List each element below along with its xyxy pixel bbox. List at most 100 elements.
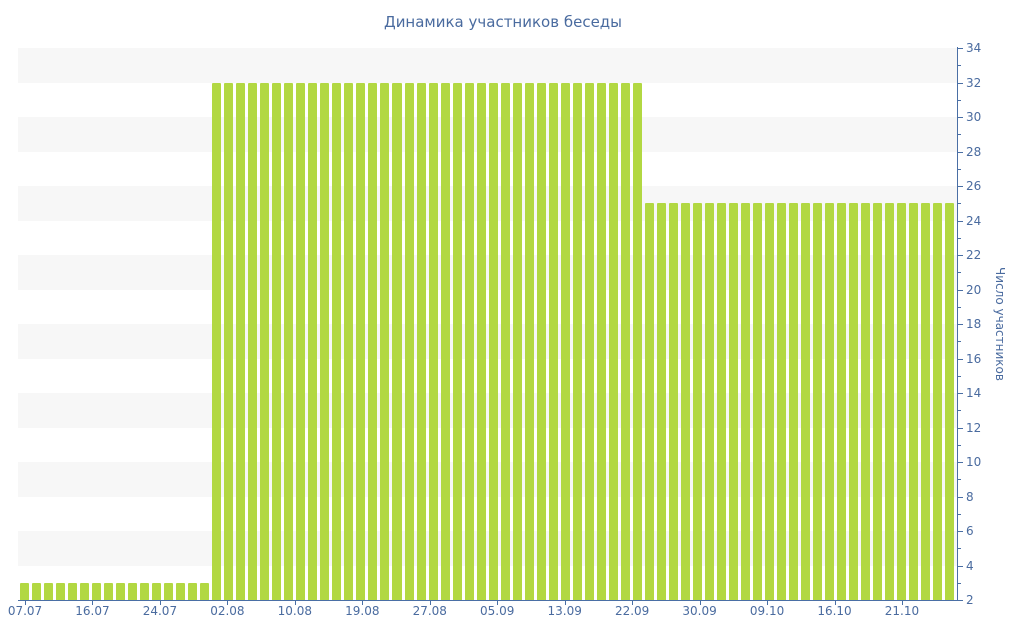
bar[interactable] — [464, 82, 474, 600]
x-tick — [362, 601, 364, 605]
bar[interactable] — [128, 582, 138, 600]
bar[interactable] — [885, 203, 895, 600]
bar[interactable] — [861, 203, 871, 600]
bar[interactable] — [272, 82, 282, 600]
bar[interactable] — [116, 582, 126, 600]
bar[interactable] — [20, 582, 30, 600]
bar[interactable] — [764, 203, 774, 600]
bar[interactable] — [692, 203, 702, 600]
bar[interactable] — [392, 82, 402, 600]
bar[interactable] — [752, 203, 762, 600]
bar[interactable] — [548, 82, 558, 600]
bar[interactable] — [572, 82, 582, 600]
bar[interactable] — [668, 203, 678, 600]
bar[interactable] — [776, 203, 786, 600]
y-minor-tick — [958, 203, 961, 205]
x-tick-label: 16.10 — [817, 604, 852, 618]
bar[interactable] — [584, 82, 594, 600]
bar[interactable] — [608, 82, 618, 600]
bar[interactable] — [536, 82, 546, 600]
grid-band — [18, 289, 957, 324]
y-tick — [958, 186, 963, 187]
bar[interactable] — [248, 82, 258, 600]
bar[interactable] — [909, 203, 919, 600]
bar[interactable] — [224, 82, 234, 600]
x-tick — [25, 601, 26, 605]
bar[interactable] — [440, 82, 450, 600]
bar[interactable] — [945, 203, 955, 600]
bar[interactable] — [80, 582, 90, 600]
grid-band — [18, 48, 957, 83]
bar[interactable] — [104, 582, 114, 600]
bar[interactable] — [825, 203, 835, 600]
grid-band — [18, 565, 957, 600]
bar[interactable] — [680, 203, 690, 600]
bar[interactable] — [164, 582, 174, 600]
bar[interactable] — [344, 82, 354, 600]
bar[interactable] — [284, 82, 294, 600]
bar[interactable] — [416, 82, 426, 600]
bar[interactable] — [236, 82, 246, 600]
bar[interactable] — [356, 82, 366, 600]
y-tick — [958, 427, 963, 429]
bar[interactable] — [921, 203, 931, 600]
bar[interactable] — [620, 82, 630, 600]
bar[interactable] — [176, 582, 186, 600]
bar[interactable] — [524, 82, 534, 600]
y-axis-title: Число участников — [993, 267, 1007, 381]
bar[interactable] — [320, 82, 330, 600]
bar[interactable] — [476, 82, 486, 600]
x-tick — [92, 601, 94, 605]
y-tick — [958, 462, 963, 463]
bar[interactable] — [560, 82, 570, 600]
grid-band — [18, 151, 957, 186]
bar[interactable] — [212, 82, 222, 600]
y-axis-line — [957, 47, 958, 601]
bar[interactable] — [728, 203, 738, 600]
bar[interactable] — [296, 82, 306, 600]
y-minor-tick — [958, 375, 961, 377]
y-tick-label: 34 — [966, 41, 982, 55]
grid-band — [18, 255, 957, 290]
y-tick-label: 28 — [966, 144, 982, 159]
bar[interactable] — [332, 82, 342, 600]
bar[interactable] — [644, 203, 654, 600]
bar[interactable] — [488, 82, 498, 600]
bar[interactable] — [704, 203, 714, 600]
bar[interactable] — [428, 82, 438, 600]
bar[interactable] — [596, 82, 606, 600]
bar[interactable] — [873, 203, 883, 600]
bar[interactable] — [56, 582, 66, 600]
bar[interactable] — [188, 582, 198, 600]
bar[interactable] — [789, 203, 799, 600]
bar[interactable] — [740, 203, 750, 600]
bar[interactable] — [716, 203, 726, 600]
bar[interactable] — [500, 82, 510, 600]
bar[interactable] — [140, 582, 150, 600]
bar[interactable] — [92, 582, 102, 600]
bar[interactable] — [44, 582, 54, 600]
y-tick-label: 14 — [966, 386, 982, 400]
bar[interactable] — [404, 82, 414, 600]
bar[interactable] — [801, 203, 811, 600]
bar[interactable] — [813, 203, 823, 600]
y-tick — [958, 393, 963, 394]
bar[interactable] — [837, 203, 847, 600]
bar[interactable] — [849, 203, 859, 600]
bar[interactable] — [32, 582, 42, 600]
bar[interactable] — [380, 82, 390, 600]
bar[interactable] — [368, 82, 378, 600]
bar[interactable] — [260, 82, 270, 600]
bar[interactable] — [632, 82, 642, 600]
bar[interactable] — [897, 203, 907, 600]
bar[interactable] — [452, 82, 462, 600]
bar[interactable] — [512, 82, 522, 600]
bar[interactable] — [200, 582, 210, 600]
bar[interactable] — [656, 203, 666, 600]
bar[interactable] — [933, 203, 943, 600]
bar[interactable] — [308, 82, 318, 600]
y-tick — [958, 358, 963, 360]
bar[interactable] — [152, 582, 162, 600]
bar[interactable] — [68, 582, 78, 600]
y-tick-label: 32 — [966, 75, 982, 90]
